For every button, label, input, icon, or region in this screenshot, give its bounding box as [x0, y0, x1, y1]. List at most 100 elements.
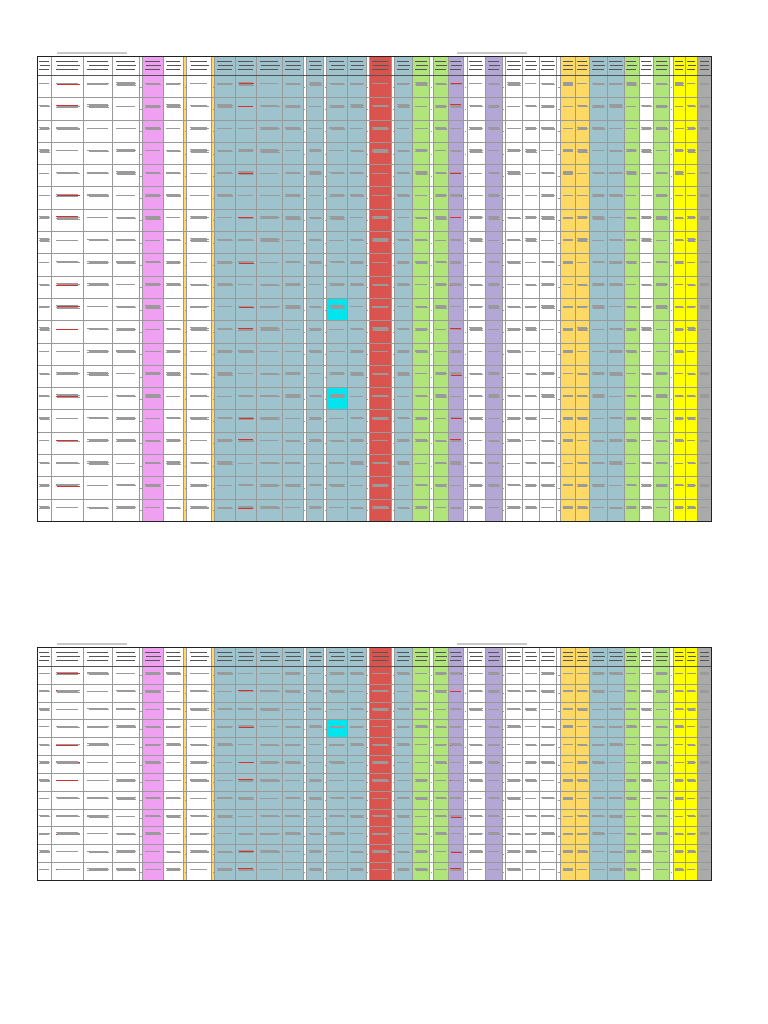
table-cell[interactable]	[430, 98, 434, 120]
table-cell[interactable]	[449, 254, 465, 276]
table-cell[interactable]	[306, 684, 325, 702]
table-cell[interactable]	[464, 343, 468, 365]
table-cell[interactable]	[369, 845, 393, 863]
table-cell[interactable]	[303, 98, 307, 120]
table-cell[interactable]	[467, 187, 487, 209]
table-cell[interactable]	[561, 254, 576, 276]
table-cell[interactable]	[369, 477, 393, 499]
table-cell[interactable]	[486, 791, 503, 809]
table-cell[interactable]	[575, 365, 591, 388]
table-cell[interactable]	[575, 343, 591, 365]
table-cell[interactable]	[395, 432, 413, 455]
table-cell[interactable]	[412, 845, 431, 863]
table-cell[interactable]	[654, 165, 671, 187]
table-cell[interactable]	[163, 410, 185, 432]
table-cell[interactable]	[698, 432, 711, 455]
table-cell[interactable]	[486, 702, 503, 720]
table-cell[interactable]	[449, 209, 465, 232]
table-cell[interactable]	[433, 388, 450, 410]
table-cell[interactable]	[607, 254, 626, 276]
table-cell[interactable]	[523, 432, 540, 455]
table-cell[interactable]	[235, 120, 258, 142]
table-cell[interactable]	[698, 809, 711, 827]
table-cell[interactable]	[215, 756, 236, 773]
table-cell[interactable]	[430, 142, 434, 165]
table-cell[interactable]	[625, 863, 640, 880]
table-cell[interactable]	[505, 254, 524, 276]
column-header-cell[interactable]	[523, 57, 540, 75]
table-cell[interactable]	[324, 209, 328, 232]
table-cell[interactable]	[52, 388, 85, 410]
table-cell[interactable]	[113, 76, 140, 98]
table-cell[interactable]	[502, 76, 506, 98]
table-cell[interactable]	[486, 455, 503, 477]
table-cell[interactable]	[163, 388, 185, 410]
table-cell[interactable]	[685, 499, 699, 521]
table-cell[interactable]	[625, 702, 640, 720]
table-cell[interactable]	[685, 120, 699, 142]
table-cell[interactable]	[369, 365, 393, 388]
table-cell[interactable]	[257, 432, 284, 455]
table-cell[interactable]	[187, 232, 213, 254]
table-cell[interactable]	[685, 773, 699, 791]
table-cell[interactable]	[654, 756, 671, 773]
table-cell[interactable]	[557, 321, 562, 343]
table-cell[interactable]	[590, 791, 608, 809]
table-cell[interactable]	[685, 702, 699, 720]
table-cell[interactable]	[84, 209, 114, 232]
table-cell[interactable]	[38, 388, 53, 410]
table-cell[interactable]	[84, 738, 114, 756]
table-cell[interactable]	[539, 321, 558, 343]
table-cell[interactable]	[698, 254, 711, 276]
table-cell[interactable]	[369, 254, 393, 276]
table-cell[interactable]	[464, 276, 468, 298]
table-cell[interactable]	[84, 667, 114, 684]
table-cell[interactable]	[84, 98, 114, 120]
table-cell[interactable]	[673, 388, 686, 410]
table-cell[interactable]	[327, 365, 349, 388]
table-cell[interactable]	[139, 142, 144, 165]
table-cell[interactable]	[38, 684, 53, 702]
table-cell[interactable]	[369, 209, 393, 232]
table-cell[interactable]	[639, 827, 654, 845]
table-cell[interactable]	[257, 455, 284, 477]
table-cell[interactable]	[673, 863, 686, 880]
table-cell[interactable]	[212, 120, 216, 142]
column-header-cell[interactable]	[139, 57, 144, 75]
table-cell[interactable]	[539, 365, 558, 388]
table-cell[interactable]	[523, 321, 540, 343]
table-cell[interactable]	[467, 365, 487, 388]
table-cell[interactable]	[449, 232, 465, 254]
table-cell[interactable]	[685, 98, 699, 120]
table-cell[interactable]	[449, 455, 465, 477]
table-cell[interactable]	[502, 98, 506, 120]
table-cell[interactable]	[184, 209, 188, 232]
table-cell[interactable]	[685, 232, 699, 254]
table-cell[interactable]	[412, 827, 431, 845]
table-cell[interactable]	[575, 187, 591, 209]
table-cell[interactable]	[673, 809, 686, 827]
table-cell[interactable]	[184, 120, 188, 142]
table-cell[interactable]	[625, 410, 640, 432]
table-cell[interactable]	[257, 76, 284, 98]
table-cell[interactable]	[449, 76, 465, 98]
table-cell[interactable]	[392, 343, 396, 365]
table-cell[interactable]	[575, 791, 591, 809]
table-cell[interactable]	[395, 738, 413, 756]
table-cell[interactable]	[685, 845, 699, 863]
table-cell[interactable]	[467, 209, 487, 232]
table-cell[interactable]	[607, 499, 626, 521]
table-cell[interactable]	[283, 142, 304, 165]
table-cell[interactable]	[215, 773, 236, 791]
table-cell[interactable]	[163, 845, 185, 863]
column-header-cell[interactable]	[257, 648, 284, 666]
table-cell[interactable]	[369, 667, 393, 684]
table-cell[interactable]	[306, 321, 325, 343]
table-cell[interactable]	[430, 209, 434, 232]
table-cell[interactable]	[523, 410, 540, 432]
table-cell[interactable]	[327, 863, 349, 880]
table-cell[interactable]	[215, 98, 236, 120]
table-cell[interactable]	[113, 827, 140, 845]
table-cell[interactable]	[187, 827, 213, 845]
table-cell[interactable]	[163, 276, 185, 298]
